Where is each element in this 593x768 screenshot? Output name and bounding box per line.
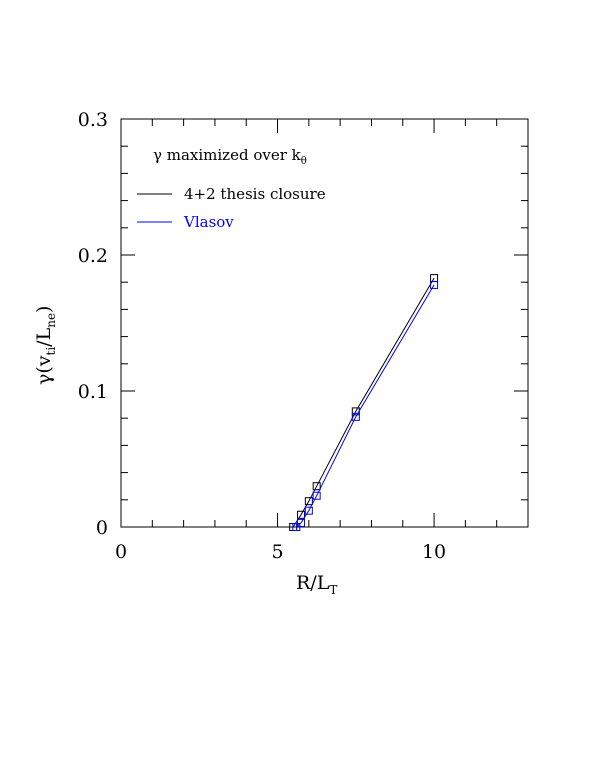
plot-frame bbox=[120, 118, 529, 528]
y-axis-label-part-2: /L bbox=[33, 327, 55, 346]
data-point-marker bbox=[312, 491, 321, 500]
x-axis-label: R/LT bbox=[296, 572, 337, 597]
x-tick-label: 5 bbox=[271, 541, 283, 563]
data-point-marker bbox=[297, 518, 306, 527]
axis-tick-labels: 0 5 10 0 0.1 0.2 0.3 bbox=[78, 109, 446, 563]
data-point-marker bbox=[304, 497, 313, 506]
x-axis-label-subscript: T bbox=[329, 583, 337, 597]
x-tick-label: 10 bbox=[422, 541, 446, 563]
data-point-marker bbox=[312, 482, 321, 491]
y-tick-label: 0 bbox=[96, 517, 108, 539]
legend-label-thesis-closure: 4+2 thesis closure bbox=[184, 185, 326, 203]
annotation-text: γ maximized over kθ bbox=[153, 146, 307, 167]
annotation-main: γ maximized over k bbox=[153, 146, 302, 164]
y-axis-label-part-3: ) bbox=[33, 306, 55, 313]
axis-ticks bbox=[120, 118, 529, 528]
series-line-1 bbox=[295, 284, 435, 528]
y-axis-label-part-1: γ(v bbox=[33, 355, 55, 385]
annotation-subscript: θ bbox=[301, 156, 307, 167]
data-point-marker bbox=[304, 506, 313, 515]
y-tick-label: 0.3 bbox=[78, 109, 108, 131]
series-layer bbox=[289, 274, 439, 531]
y-tick-label: 0.1 bbox=[78, 381, 108, 403]
data-point-marker bbox=[351, 412, 360, 421]
y-tick-label: 0.2 bbox=[78, 245, 108, 267]
y-axis-label-subscript-2: ne bbox=[44, 313, 58, 328]
y-axis-label-subscript-1: ti bbox=[44, 347, 58, 356]
x-tick-label: 0 bbox=[115, 541, 127, 563]
data-point-marker bbox=[430, 280, 439, 289]
legend-label-vlasov: Vlasov bbox=[183, 213, 234, 231]
data-point-marker bbox=[292, 523, 301, 531]
y-axis-label: γ(vti/Lne) bbox=[33, 306, 58, 385]
data-point-marker bbox=[297, 510, 306, 519]
x-axis-label-main: R/L bbox=[296, 572, 330, 594]
